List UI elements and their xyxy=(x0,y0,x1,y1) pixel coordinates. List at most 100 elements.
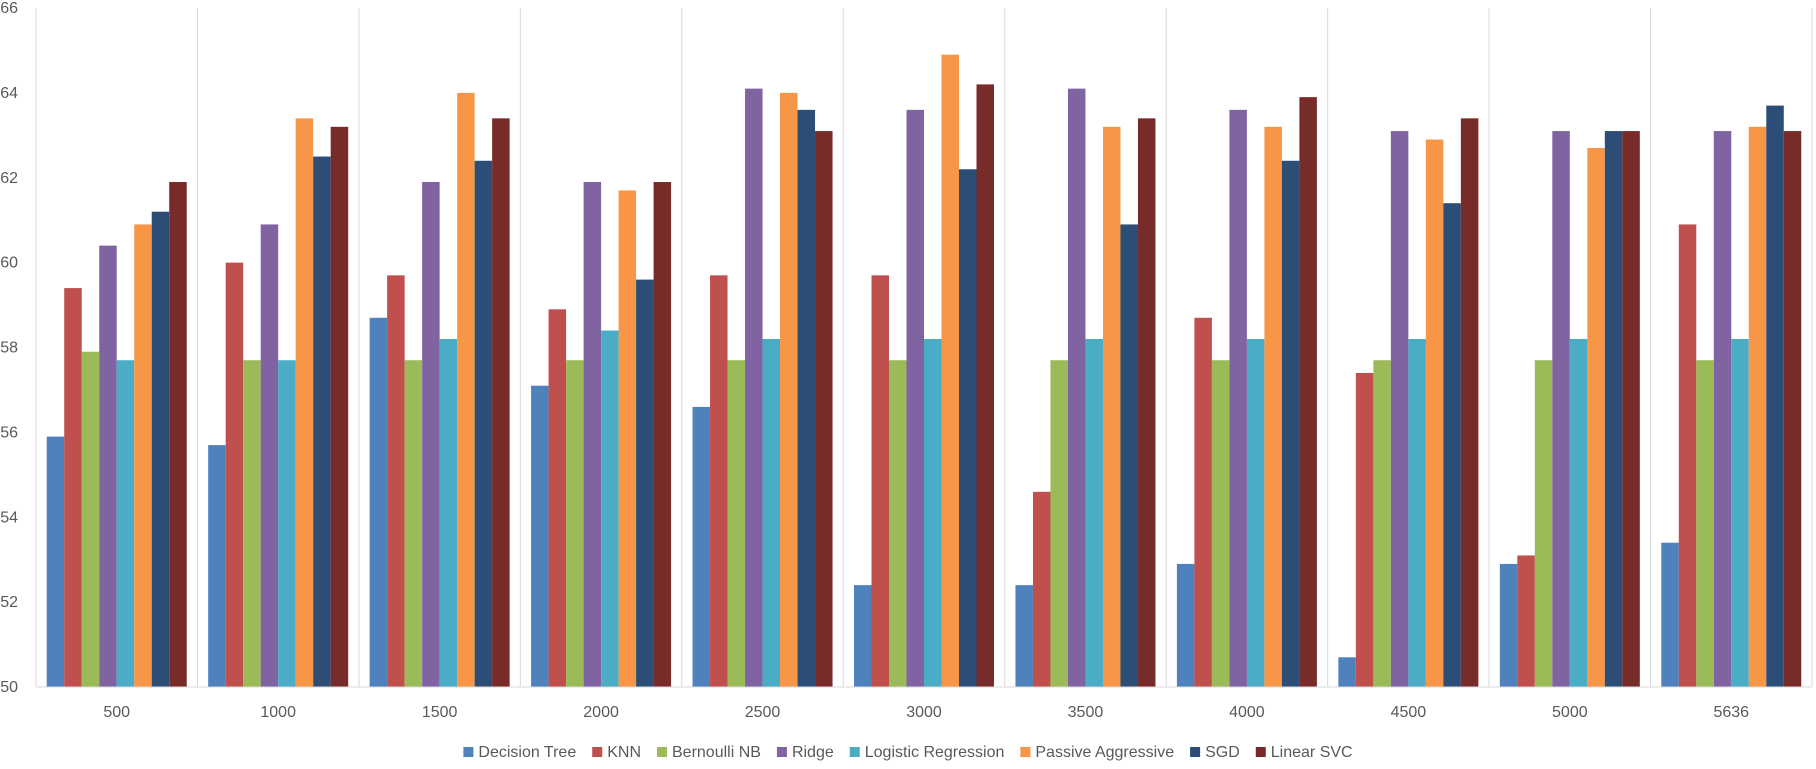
bar-ridge-5000 xyxy=(1552,131,1570,688)
bar-knn-2000 xyxy=(548,309,567,687)
bar-logistic-regression-5000 xyxy=(1569,339,1588,687)
bar-knn-2500 xyxy=(710,275,728,687)
bar-sgd-5000 xyxy=(1604,131,1623,688)
bar-bernoulli-nb-1000 xyxy=(243,360,261,687)
bar-passive-aggressive-1500 xyxy=(457,92,475,687)
bar-logistic-regression-500 xyxy=(116,360,135,687)
legend-swatch-logistic-regression xyxy=(849,747,860,757)
legend-label-sgd: SGD xyxy=(1205,744,1240,761)
bar-ridge-5636 xyxy=(1713,131,1732,688)
bar-linear-svc-2000 xyxy=(653,181,672,687)
x-tick-label: 1500 xyxy=(422,704,458,721)
bar-linear-svc-1500 xyxy=(492,118,510,687)
legend-swatch-decision-tree xyxy=(463,747,474,757)
bar-bernoulli-nb-4500 xyxy=(1373,360,1391,687)
bar-ridge-1000 xyxy=(260,224,279,687)
bar-logistic-regression-1500 xyxy=(439,339,458,687)
bar-passive-aggressive-3500 xyxy=(1102,126,1121,687)
bar-knn-1000 xyxy=(225,262,244,687)
bar-bernoulli-nb-2000 xyxy=(566,360,584,687)
y-tick-label: 62 xyxy=(0,170,18,187)
x-tick-label: 500 xyxy=(103,704,130,721)
bar-decision-tree-3500 xyxy=(1015,585,1033,687)
bar-sgd-1000 xyxy=(313,156,331,687)
x-tick-label: 2500 xyxy=(745,704,781,721)
bar-knn-5636 xyxy=(1678,224,1697,687)
bar-linear-svc-3500 xyxy=(1137,118,1156,687)
bar-passive-aggressive-5000 xyxy=(1587,148,1605,687)
x-tick-label: 5000 xyxy=(1552,704,1588,721)
bar-passive-aggressive-2000 xyxy=(618,190,637,687)
bar-knn-500 xyxy=(64,288,82,687)
bar-decision-tree-2500 xyxy=(692,406,711,687)
bar-ridge-2500 xyxy=(745,88,763,688)
legend-swatch-linear-svc xyxy=(1255,747,1266,757)
bar-sgd-3000 xyxy=(959,169,977,687)
bar-bernoulli-nb-3000 xyxy=(889,360,907,687)
bar-sgd-4000 xyxy=(1281,160,1300,687)
x-tick-label: 4000 xyxy=(1229,704,1265,721)
bar-logistic-regression-2000 xyxy=(601,330,619,687)
bar-passive-aggressive-5636 xyxy=(1748,126,1767,687)
bar-passive-aggressive-500 xyxy=(134,224,152,687)
legend: Decision Tree KNN Bernoulli NB Ridge Logisti… xyxy=(463,744,1353,761)
bar-knn-4500 xyxy=(1355,372,1374,687)
bar-decision-tree-500 xyxy=(46,436,65,687)
bar-linear-svc-2500 xyxy=(815,131,833,688)
bar-ridge-2000 xyxy=(583,181,602,687)
bar-bernoulli-nb-4000 xyxy=(1211,360,1230,687)
bar-sgd-1500 xyxy=(474,160,493,687)
bar-logistic-regression-3000 xyxy=(924,339,942,687)
bar-logistic-regression-1000 xyxy=(278,360,296,687)
bar-linear-svc-1000 xyxy=(330,126,349,687)
bar-linear-svc-4000 xyxy=(1299,97,1317,687)
bars xyxy=(46,54,1802,688)
legend-label-bernoulli-nb: Bernoulli NB xyxy=(672,744,761,761)
bar-passive-aggressive-1000 xyxy=(295,118,314,687)
bar-ridge-1500 xyxy=(422,181,440,687)
x-tick-label: 2000 xyxy=(583,704,619,721)
x-tick-label: 1000 xyxy=(260,704,296,721)
bar-linear-svc-3000 xyxy=(976,84,994,687)
bar-passive-aggressive-4500 xyxy=(1425,139,1444,687)
bar-bernoulli-nb-5000 xyxy=(1534,360,1553,687)
legend-swatch-knn xyxy=(592,747,603,757)
bar-knn-3000 xyxy=(871,275,889,687)
axes: 50 52 54 56 58 60 62 64 66 500 1000 1500 2000 2500 300… xyxy=(0,0,1812,721)
bar-bernoulli-nb-3500 xyxy=(1050,360,1068,687)
bar-ridge-500 xyxy=(99,245,117,687)
bar-logistic-regression-2500 xyxy=(762,339,781,687)
bar-logistic-regression-4000 xyxy=(1246,339,1265,687)
bar-passive-aggressive-3000 xyxy=(941,54,959,687)
bar-decision-tree-5636 xyxy=(1661,542,1679,687)
bar-linear-svc-4500 xyxy=(1460,118,1479,687)
bar-passive-aggressive-4000 xyxy=(1264,126,1282,687)
bar-bernoulli-nb-2500 xyxy=(727,360,746,687)
y-tick-label: 56 xyxy=(0,424,18,441)
legend-label-passive-aggressive: Passive Aggressive xyxy=(1035,744,1174,761)
y-tick-label: 64 xyxy=(0,85,18,102)
legend-label-decision-tree: Decision Tree xyxy=(478,744,576,761)
bar-linear-svc-5636 xyxy=(1783,131,1802,688)
bar-sgd-2000 xyxy=(636,279,654,687)
bar-ridge-4500 xyxy=(1390,131,1409,688)
grid-lines xyxy=(35,8,1813,687)
legend-swatch-bernoulli-nb xyxy=(657,747,667,757)
legend-swatch-passive-aggressive xyxy=(1020,747,1031,757)
bar-sgd-5636 xyxy=(1766,105,1784,687)
y-tick-label: 52 xyxy=(0,594,18,611)
bar-ridge-4000 xyxy=(1229,109,1247,688)
y-tick-label: 66 xyxy=(0,0,18,17)
x-tick-label: 4500 xyxy=(1391,704,1427,721)
legend-swatch-sgd xyxy=(1190,747,1201,757)
bar-decision-tree-3000 xyxy=(854,585,872,687)
bar-logistic-regression-3500 xyxy=(1085,339,1103,687)
x-tick-label: 3500 xyxy=(1068,704,1104,721)
y-tick-label: 60 xyxy=(0,255,18,272)
bar-sgd-3500 xyxy=(1120,224,1138,687)
bar-knn-4000 xyxy=(1194,317,1212,687)
legend-label-ridge: Ridge xyxy=(792,744,834,761)
legend-label-linear-svc: Linear SVC xyxy=(1271,744,1353,761)
